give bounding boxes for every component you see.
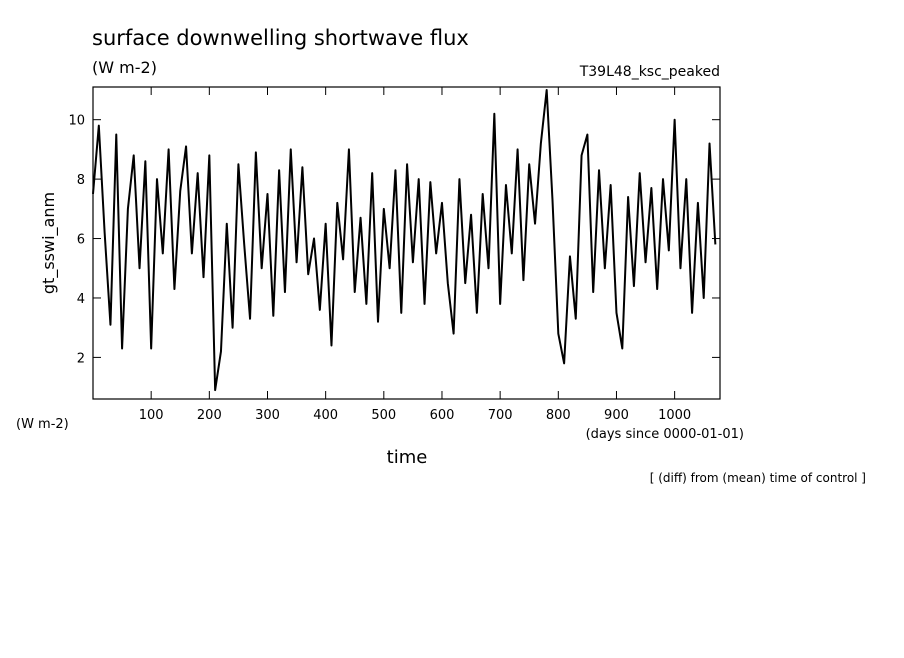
x-units: (days since 0000-01-01) [586, 427, 744, 442]
data-line [92, 88, 717, 392]
x-tick-label: 600 [430, 408, 455, 423]
y-axis-label: gt_sswi_anm [39, 192, 59, 294]
y-tick-label: 10 [68, 114, 85, 129]
x-tick-label: 700 [488, 408, 513, 423]
x-tick-label: 300 [255, 408, 280, 423]
chart-subtitle: (W m-2) [92, 58, 157, 77]
annotation: T39L48_ksc_peaked [579, 64, 720, 80]
x-tick-label: 1000 [658, 408, 691, 423]
x-tick-label: 500 [371, 408, 396, 423]
y-tick-label: 4 [77, 292, 85, 307]
y-units: (W m-2) [16, 417, 69, 432]
y-tick-label: 6 [77, 233, 85, 248]
x-tick-label: 900 [604, 408, 629, 423]
x-tick-label: 200 [197, 408, 222, 423]
y-tick-label: 8 [77, 173, 85, 188]
x-tick-label: 100 [139, 408, 164, 423]
x-axis-label: time [387, 447, 428, 468]
x-tick-label: 800 [546, 408, 571, 423]
plot-frame [92, 86, 721, 400]
footnote: [ (diff) from (mean) time of control ] [650, 471, 866, 485]
chart-title: surface downwelling shortwave flux [92, 26, 469, 50]
y-tick-label: 2 [77, 351, 85, 366]
x-tick-label: 400 [313, 408, 338, 423]
